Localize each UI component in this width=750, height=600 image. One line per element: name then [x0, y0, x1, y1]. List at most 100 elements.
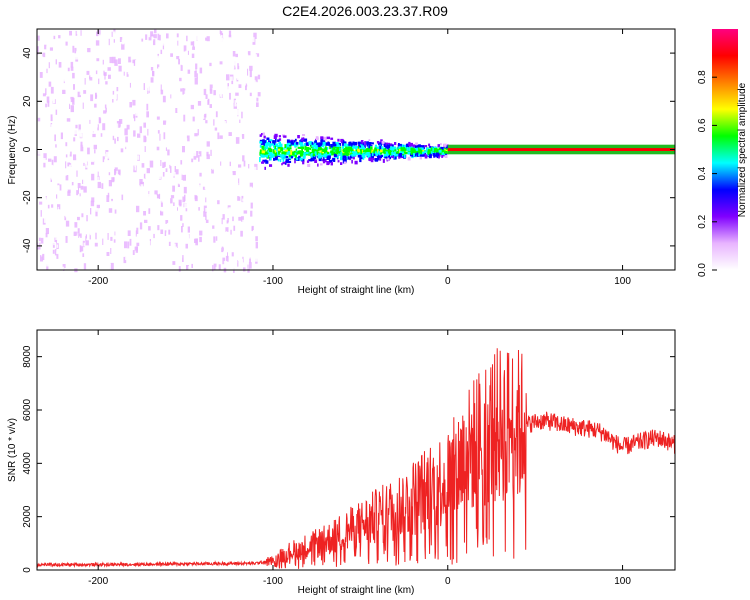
spectrogram-cell [53, 231, 57, 236]
spectrogram-cell [128, 36, 131, 44]
spectrogram-cell [229, 92, 231, 100]
spectrogram-cell [94, 55, 98, 60]
spectrogram-cell [165, 45, 170, 52]
spectrogram-cell [145, 193, 149, 197]
spectrogram-cell [377, 150, 381, 153]
spectrogram-cell [72, 144, 76, 149]
spectrogram-cell [86, 196, 88, 202]
spectrogram-cell [116, 81, 119, 86]
spectrogram-cell [160, 200, 163, 207]
spectrogram-cell [248, 212, 251, 217]
spectrogram-cell [120, 259, 123, 263]
spectrogram-cell [182, 170, 185, 175]
spectrogram-cell [37, 46, 39, 52]
spectrogram-cell [123, 71, 125, 76]
spectrogram-cell [96, 146, 100, 151]
spectrogram-cell [93, 58, 97, 65]
spectrogram-cell [253, 171, 255, 177]
spectrogram-cell [247, 51, 251, 56]
spectrogram-cell [60, 120, 63, 126]
spectrogram-cell [217, 43, 220, 50]
spectrogram-cell [208, 266, 211, 271]
spectrogram-cell [250, 202, 253, 209]
spectrogram-cell [138, 42, 142, 48]
spectrogram-cell [121, 194, 124, 201]
spectrogram-cell [385, 153, 389, 157]
spectrogram-cell [114, 231, 116, 236]
spectrogram-cell [89, 53, 92, 58]
spectrogram-cell [130, 173, 134, 179]
spectrogram-cell [295, 148, 298, 152]
spectrogram-cell [79, 89, 82, 96]
spectrogram-cell [107, 240, 109, 246]
spectrogram-cell [257, 256, 261, 263]
spectrogram-cell [184, 203, 188, 210]
spectrogram-cell [186, 107, 188, 113]
spectrogram-cell [182, 174, 186, 181]
spectrogram-cell [166, 180, 169, 184]
spectrogram-cell [72, 72, 75, 79]
spectrogram-cell [59, 192, 62, 198]
spectrogram-cell [145, 263, 147, 270]
spectrogram-cell [117, 175, 121, 182]
spectrogram-cell [101, 183, 104, 189]
spectrogram-cell [238, 255, 242, 261]
spectrogram-cell [398, 156, 401, 159]
spectrogram-cell [175, 84, 179, 89]
spectrogram-cell [120, 157, 123, 164]
spectrogram-cell [157, 130, 160, 134]
spectrogram-cell [417, 149, 421, 152]
spectrogram-cell [197, 129, 199, 136]
spectrogram-cell [250, 163, 252, 170]
spectrogram-cell [209, 62, 212, 67]
spectrogram-cell [190, 184, 194, 190]
spectrogram-cell [315, 145, 318, 149]
spectrogram-cell [255, 215, 258, 223]
spectrogram-cell [48, 62, 50, 69]
spectrogram-cell [79, 58, 83, 64]
spectrogram-cell [197, 184, 202, 189]
spectrogram-cell [321, 148, 323, 151]
spectrogram-cell [46, 34, 50, 41]
spectrogram-cell [235, 45, 239, 52]
spectrogram-cell [188, 245, 191, 250]
spectrogram-cell [100, 267, 103, 271]
spectrogram-cell [153, 94, 157, 101]
spectrogram-cell [78, 116, 81, 121]
spectrogram-cell [224, 186, 227, 192]
spectrogram-cell [217, 128, 220, 134]
spectrogram-cell [170, 207, 172, 215]
spectrogram-cell [135, 109, 139, 116]
spectrogram-cell [366, 143, 369, 147]
spectrogram-cell [214, 210, 216, 215]
spectrogram-cell [199, 236, 202, 243]
spectrogram-cell [37, 41, 39, 47]
spectrogram-cell [224, 215, 228, 222]
spectrogram-cell [235, 259, 238, 264]
spectrogram-cell [206, 151, 209, 157]
spectrogram-cell [87, 147, 90, 155]
spectrogram-cell [180, 141, 183, 148]
spectrogram-cell [84, 78, 86, 85]
spectrogram-cell [289, 151, 293, 155]
spectrogram-cell [387, 145, 389, 150]
spectrogram-cell [277, 139, 280, 142]
spectrogram-cell [149, 160, 154, 168]
spectrogram-cell [69, 99, 71, 105]
spectrogram-cell [107, 233, 109, 240]
spectrogram-cell [372, 153, 376, 157]
spectrogram-cell [244, 103, 248, 111]
spectrogram-cell [232, 146, 234, 150]
spectrogram-cell [356, 146, 360, 150]
spectrogram-cell [236, 93, 238, 100]
spectrogram-cell [71, 160, 74, 167]
spectrogram-cell [234, 143, 236, 150]
spectrogram-cell [162, 86, 164, 90]
spectrogram-cell [152, 211, 156, 215]
spectrogram-cell [308, 141, 312, 145]
spectrogram-cell [385, 151, 388, 154]
spectrogram-cell [398, 143, 400, 147]
spectrogram-cell [215, 41, 217, 47]
spectrogram-cell [150, 157, 153, 163]
spectrogram-cell [337, 138, 340, 142]
